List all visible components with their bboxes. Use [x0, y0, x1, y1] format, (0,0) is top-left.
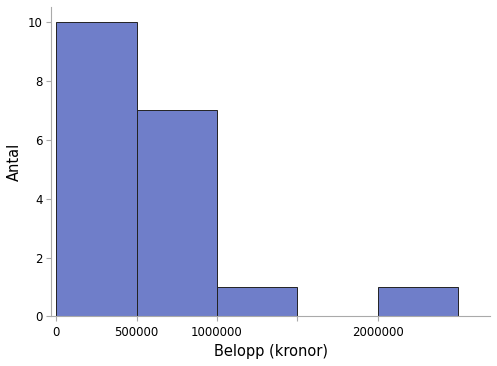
Bar	[56, 22, 137, 317]
Y-axis label: Antal: Antal	[7, 143, 22, 181]
Bar	[137, 110, 217, 317]
Bar	[378, 287, 458, 317]
X-axis label: Belopp (kronor): Belopp (kronor)	[214, 344, 328, 359]
Bar	[217, 287, 297, 317]
